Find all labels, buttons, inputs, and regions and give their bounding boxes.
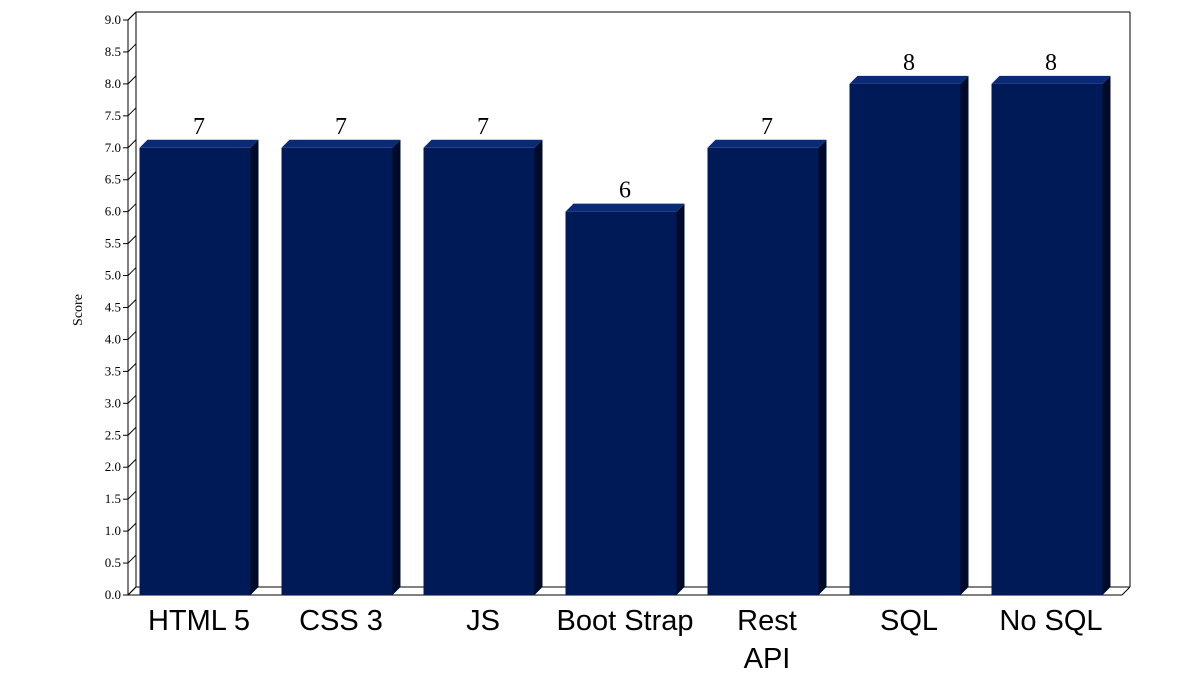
bar-front: [565, 211, 677, 595]
y-tick-label: 2.5: [105, 427, 121, 442]
y-axis-title: Score: [71, 294, 86, 326]
y-tick-depth: [127, 490, 137, 500]
y-tick-depth: [127, 331, 137, 340]
x-axis: HTML 5 CSS 3 JS Boot Strap Rest API SQL No SQL: [148, 605, 1103, 675]
bar-front: [281, 147, 393, 595]
y-tick-label: 7.5: [105, 108, 121, 123]
x-tick-label: SQL: [880, 605, 938, 637]
data-label: 8: [1045, 50, 1057, 76]
x-tick-label: No SQL: [999, 605, 1102, 637]
y-tick-depth: [127, 267, 137, 276]
y-tick-depth: [127, 522, 137, 532]
bar-top: [565, 203, 685, 212]
bar-front: [707, 147, 819, 595]
bar-side: [392, 139, 401, 595]
bar: [991, 75, 1111, 595]
y-tick-depth: [127, 171, 137, 181]
y-tick-label: 6.0: [105, 204, 121, 219]
data-label: 7: [761, 114, 773, 140]
bar-side: [676, 203, 685, 595]
bar-front: [423, 147, 535, 595]
y-tick-label: 4.0: [105, 331, 121, 346]
y-tick-label: 3.0: [105, 395, 121, 410]
y-tick-label: 1.0: [105, 523, 121, 538]
x-tick-label: Boot Strap: [556, 605, 693, 637]
y-tick-depth: [127, 394, 137, 404]
bar: [849, 75, 969, 595]
y-tick-label: 7.0: [105, 140, 121, 155]
bar-front: [991, 83, 1103, 595]
y-tick-depth: [127, 139, 137, 149]
y-tick-label: 5.0: [105, 268, 121, 283]
data-label: 7: [193, 114, 205, 140]
y-tick-label: 6.5: [105, 172, 121, 187]
bar-top: [707, 139, 827, 148]
data-label: 7: [335, 114, 347, 140]
y-tick-depth: [127, 299, 137, 308]
bar: [565, 203, 685, 595]
y-tick-depth: [127, 554, 137, 564]
data-label: 8: [903, 50, 915, 76]
y-tick-label: 1.5: [105, 491, 121, 506]
y-tick-label: 5.5: [105, 236, 121, 251]
y-tick-label: 4.5: [105, 300, 121, 315]
data-label: 7: [477, 114, 489, 140]
bar-top: [991, 75, 1111, 84]
y-tick-label: 0.0: [105, 587, 121, 602]
bar-side: [250, 139, 259, 595]
y-tick-label: 2.0: [105, 459, 121, 474]
bar: [423, 139, 543, 595]
data-labels: 7 7 7 6 7 8 8: [193, 50, 1057, 204]
bar-front: [139, 147, 251, 595]
bar-side: [534, 139, 543, 595]
y-tick-depth: [127, 43, 137, 53]
y-axis: 0.0 0.5 1.0 1.5 2.0 2.5 3.0 3.5 4.0 4.5 5.0 5.5 6.0 6…: [105, 11, 137, 602]
y-tick-depth: [127, 363, 137, 372]
y-tick-depth: [127, 586, 137, 596]
bar-side: [818, 139, 827, 595]
y-tick-depth: [127, 458, 137, 468]
x-tick-label: HTML 5: [148, 605, 250, 637]
bar: [281, 139, 401, 595]
y-tick-label: 9.0: [105, 12, 121, 27]
x-tick-label: CSS 3: [299, 605, 383, 637]
bar-top: [423, 139, 543, 148]
bar-front: [849, 83, 961, 595]
y-tick-depth: [127, 107, 137, 117]
bar-top: [139, 139, 259, 148]
bar: [139, 139, 259, 595]
x-tick-label: API: [744, 643, 791, 675]
y-tick-depth: [127, 75, 137, 85]
y-tick-depth: [127, 426, 137, 436]
bar-top: [849, 75, 969, 84]
bar-top: [281, 139, 401, 148]
y-tick-depth: [127, 235, 137, 244]
bar-side: [960, 75, 969, 595]
bars: [139, 75, 1111, 595]
data-label: 6: [619, 178, 631, 204]
x-tick-label: JS: [466, 605, 500, 637]
y-tick-depth: [127, 203, 137, 213]
bar-side: [1102, 75, 1111, 595]
floor-right-edge: [1121, 586, 1131, 596]
x-tick-label: Rest: [737, 605, 797, 637]
y-tick-label: 0.5: [105, 555, 121, 570]
y-tick-label: 8.0: [105, 76, 121, 91]
bar: [707, 139, 827, 595]
y-tick-label: 3.5: [105, 363, 121, 378]
y-tick-depth: [127, 11, 137, 21]
y-tick-label: 8.5: [105, 44, 121, 59]
